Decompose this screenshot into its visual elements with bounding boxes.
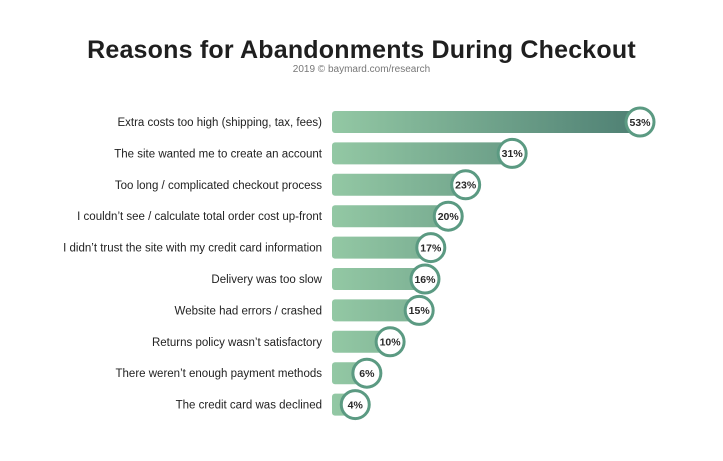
bars-layer: Extra costs too high (shipping, tax, fee… bbox=[63, 106, 656, 421]
category-label: I didn’t trust the site with my credit c… bbox=[63, 243, 322, 255]
value-label: 4% bbox=[348, 399, 364, 411]
category-label: Returns policy wasn’t satisfactory bbox=[152, 337, 322, 349]
category-label: Website had errors / crashed bbox=[175, 305, 322, 317]
value-circle bbox=[496, 137, 528, 169]
value-label: 31% bbox=[502, 148, 524, 160]
value-label: 53% bbox=[629, 117, 651, 129]
value-label: 6% bbox=[359, 368, 375, 380]
category-label: Delivery was too slow bbox=[211, 274, 322, 286]
category-label: The credit card was declined bbox=[176, 400, 322, 412]
bar bbox=[332, 268, 425, 290]
value-circle bbox=[432, 200, 464, 232]
category-label: There weren’t enough payment methods bbox=[116, 368, 323, 380]
value-circle bbox=[409, 263, 441, 295]
chart-title: Reasons for Abandonments During Checkout bbox=[87, 36, 636, 64]
value-label: 20% bbox=[438, 211, 460, 223]
value-circle bbox=[351, 357, 383, 389]
category-label: Too long / complicated checkout process bbox=[115, 180, 322, 192]
value-circle bbox=[450, 169, 482, 201]
bar bbox=[332, 330, 391, 353]
category-label: Extra costs too high (shipping, tax, fee… bbox=[117, 117, 322, 129]
value-circle bbox=[374, 326, 406, 358]
bar bbox=[332, 299, 420, 322]
chart-subtitle: 2019 © baymard.com/research bbox=[292, 64, 431, 75]
bar bbox=[332, 111, 640, 133]
value-label: 23% bbox=[455, 180, 477, 192]
bar bbox=[332, 142, 513, 165]
category-label: I couldn’t see / calculate total order c… bbox=[77, 211, 323, 223]
value-label: 10% bbox=[380, 337, 402, 349]
value-circle bbox=[339, 389, 371, 421]
value-label: 17% bbox=[420, 242, 442, 254]
bar bbox=[332, 205, 449, 228]
value-circle bbox=[403, 294, 435, 326]
bar bbox=[332, 236, 431, 259]
value-label: 15% bbox=[409, 305, 431, 317]
value-circle bbox=[415, 232, 447, 264]
bar bbox=[332, 173, 466, 196]
value-circle bbox=[624, 106, 656, 138]
value-label: 16% bbox=[414, 274, 436, 286]
category-label: The site wanted me to create an account bbox=[114, 148, 323, 160]
